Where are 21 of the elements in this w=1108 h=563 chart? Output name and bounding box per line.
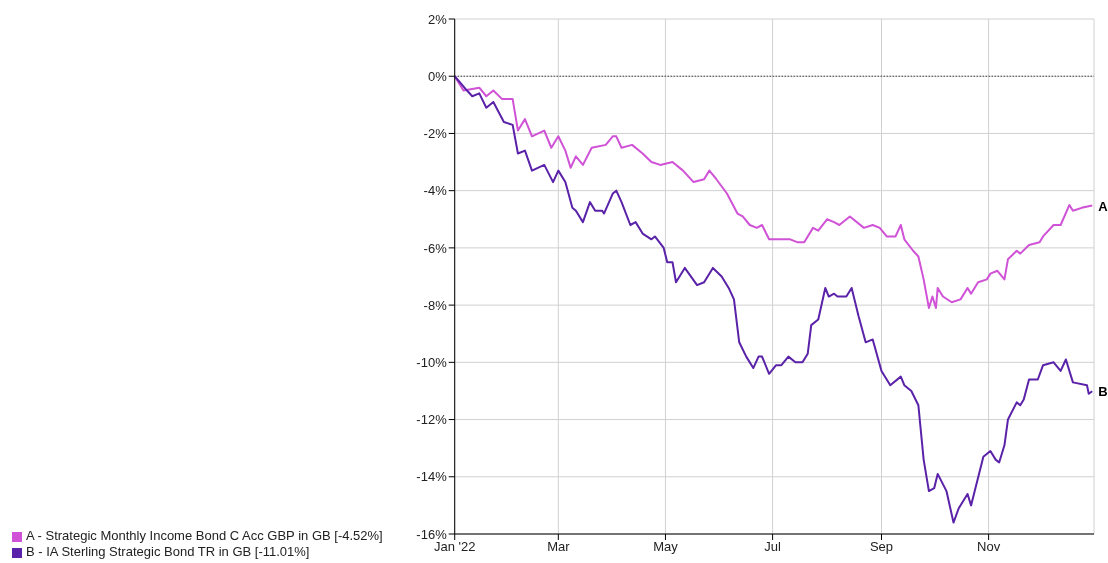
annotation: B [1098, 384, 1108, 400]
x-tick-label: May [653, 539, 679, 555]
y-tick-label: 0% [427, 68, 448, 84]
y-tick-label: -6% [423, 240, 448, 256]
y-tick-label: 2% [427, 11, 448, 27]
y-tick-label: -10% [416, 354, 448, 370]
y-tick-label: -8% [423, 297, 448, 313]
line-series [454, 75, 1094, 524]
x-tick-label: Jan '22 [433, 539, 476, 555]
y-tick-label: -16% [416, 526, 448, 542]
annotation: A [1098, 198, 1108, 214]
x-tick-label: Sep [869, 539, 894, 555]
y-tick-label: -14% [416, 469, 448, 485]
y-tick-label: -2% [423, 126, 448, 142]
x-tick-label: Jul [764, 539, 782, 555]
y-tick-label: -12% [416, 412, 448, 428]
x-tick-label: Nov [977, 539, 1001, 555]
legend-label: B - IA Sterling Strategic Bond TR in GB [-11.01%] [26, 544, 310, 559]
y-tick-label: -4% [423, 183, 448, 199]
x-tick-label: Mar [547, 539, 571, 555]
legend-label: A - Strategic Monthly Income Bond C Acc GBP in GB [-4.52%] [26, 528, 383, 543]
